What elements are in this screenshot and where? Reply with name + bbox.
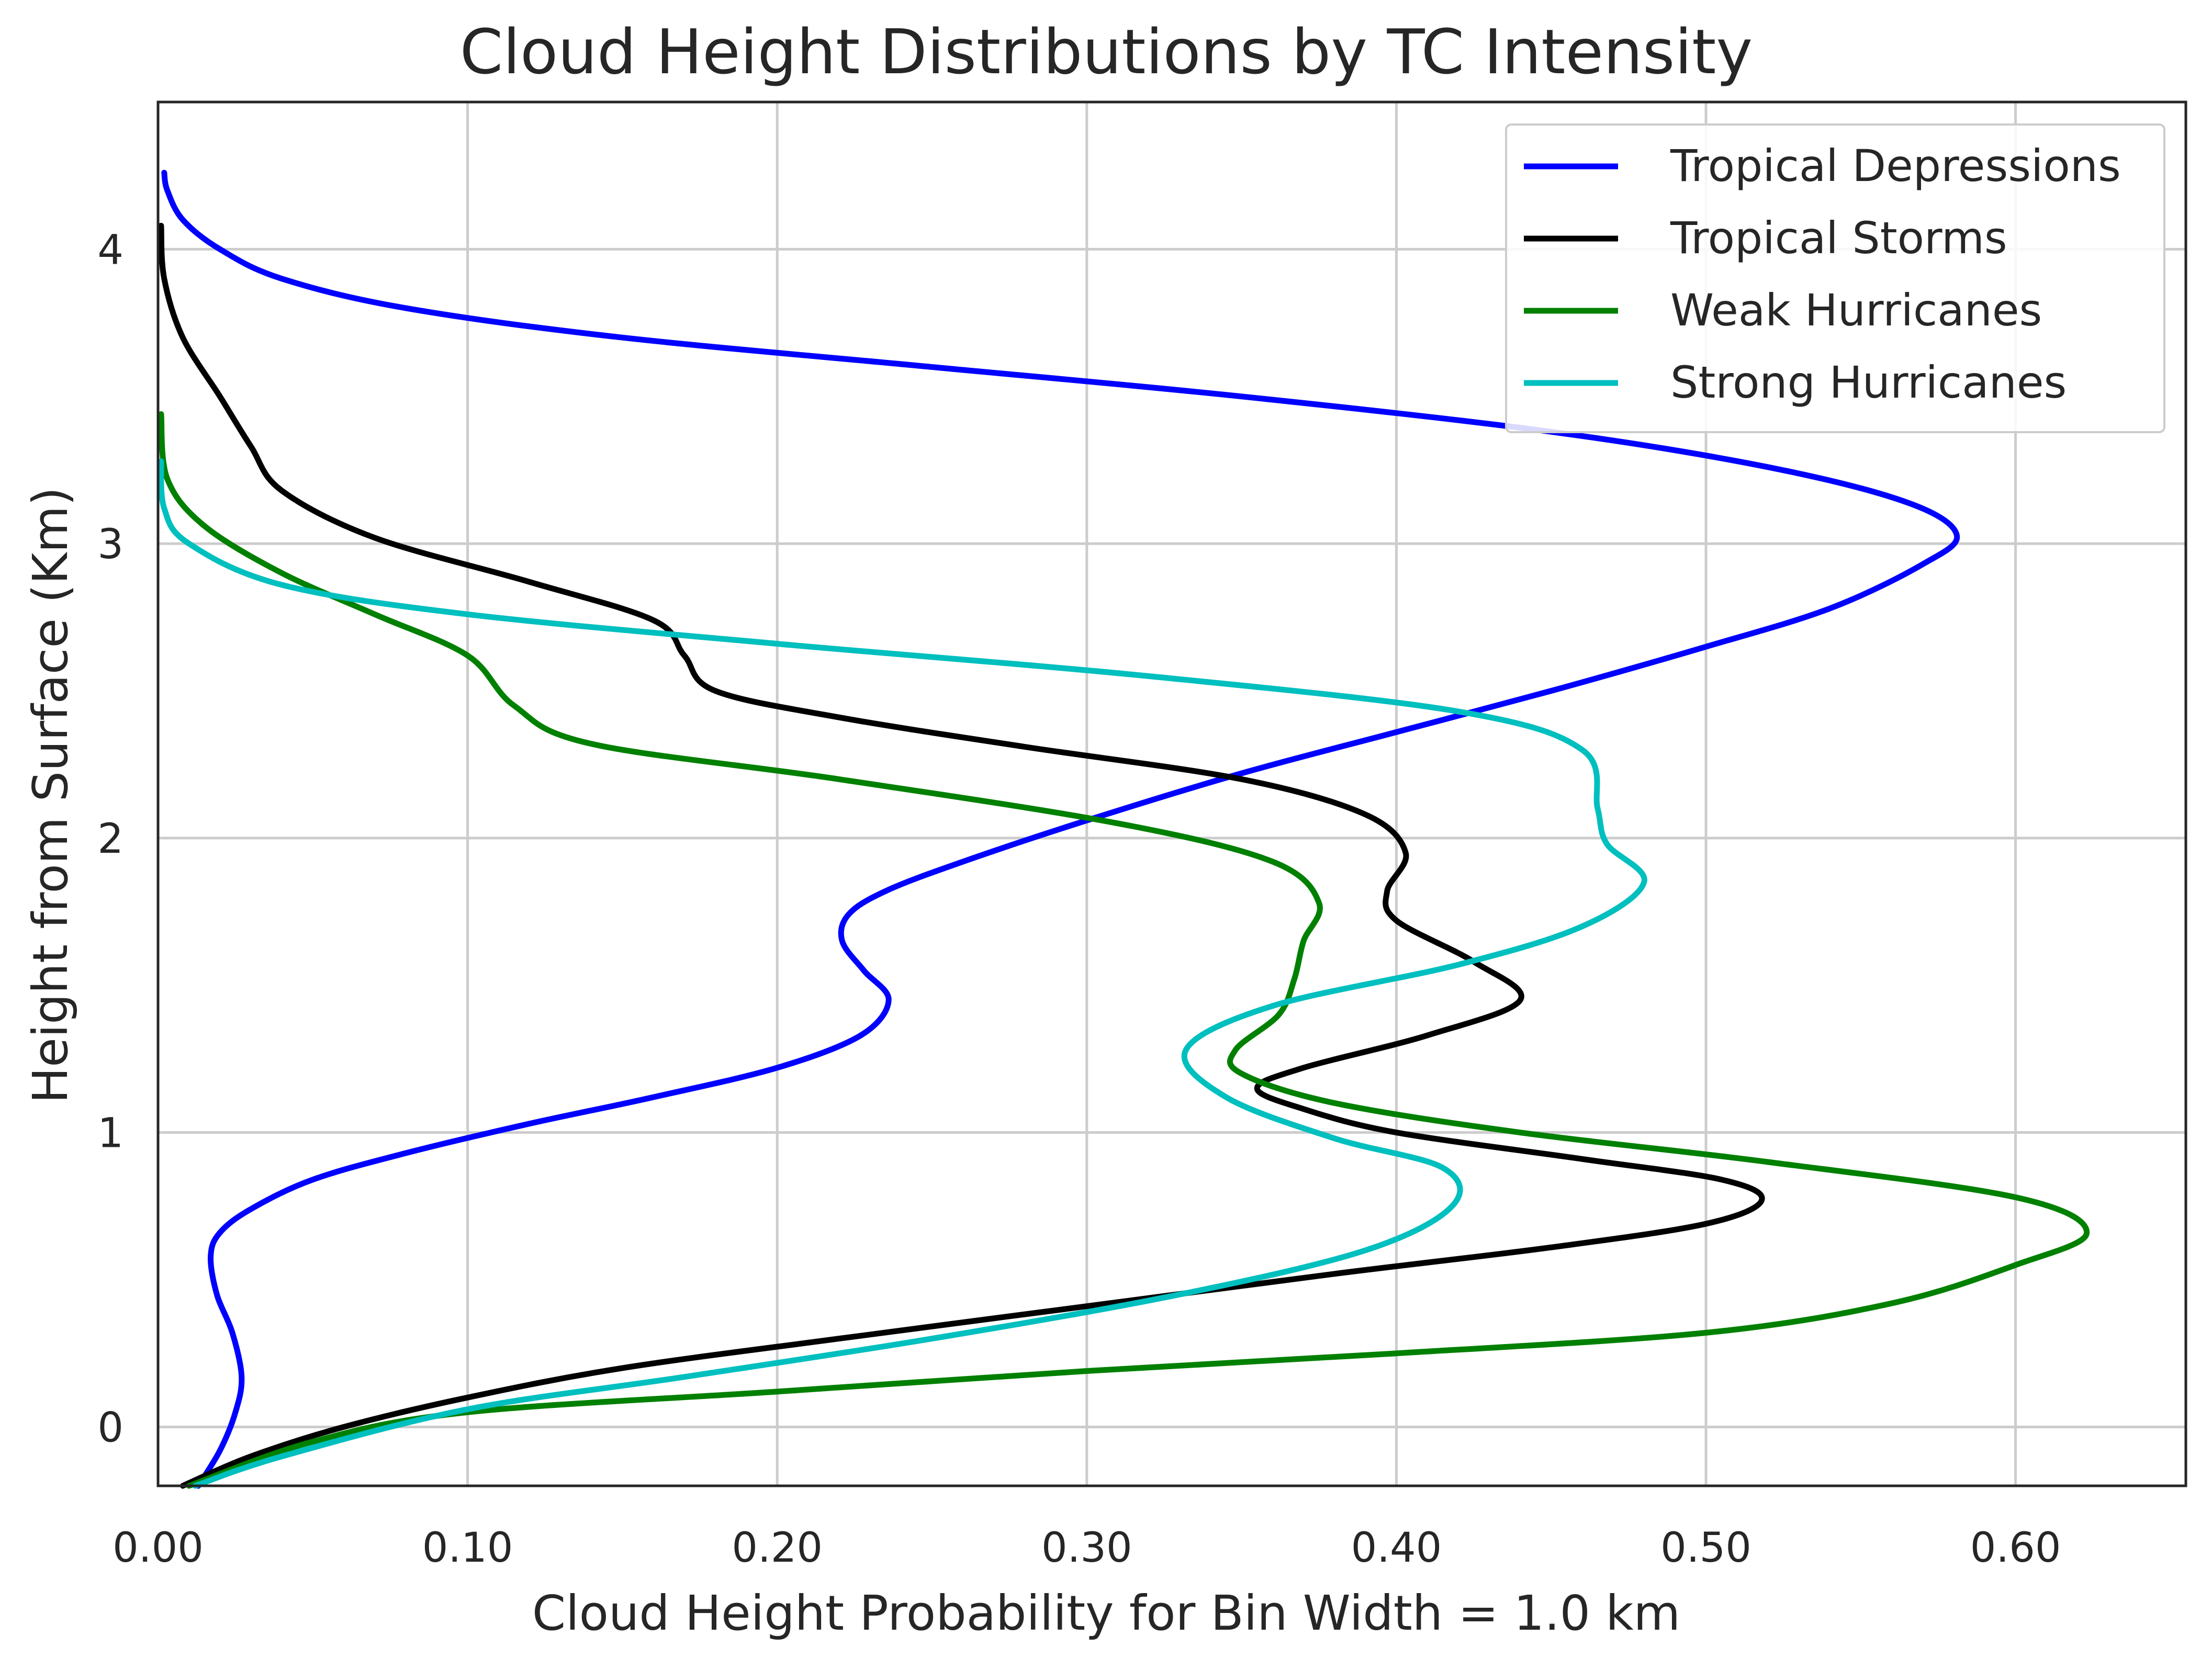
x-axis-label: Cloud Height Probability for Bin Width =… (532, 1585, 1680, 1641)
x-tick-label: 0.20 (732, 1525, 823, 1572)
x-tick-label: 0.30 (1041, 1525, 1132, 1572)
x-tick-label: 0.60 (1970, 1525, 2061, 1572)
legend-label-strong-hurricanes: Strong Hurricanes (1670, 357, 2067, 408)
plot-area-frame (156, 100, 2187, 1487)
series-line-tropical-depressions (161, 170, 1960, 1489)
x-tick-label: 0.40 (1351, 1525, 1442, 1572)
series-line-strong-hurricanes (158, 458, 1647, 1489)
legend: Tropical Depressions Tropical Storms Weak … (1505, 123, 2165, 433)
y-axis-label: Height from Surface (Km) (23, 487, 78, 1103)
series-lines (158, 170, 2090, 1489)
x-tick-label: 0.50 (1660, 1525, 1751, 1572)
y-tick-label: 3 (97, 521, 123, 568)
legend-label-weak-hurricanes: Weak Hurricanes (1670, 285, 2042, 336)
y-tick-label: 4 (97, 227, 123, 274)
y-tick-label: 1 (97, 1110, 123, 1157)
legend-box (1505, 123, 2165, 433)
series-line-tropical-storms (158, 222, 1765, 1489)
series-line-weak-hurricanes (158, 411, 2090, 1489)
chart-title: Cloud Height Distributions by TC Intensi… (460, 16, 1753, 88)
x-tick-label: 0.10 (422, 1525, 513, 1572)
tick-labels: 0.00 0.10 0.20 0.30 0.40 0.50 0.60 0 1 2 3 4 (97, 227, 2061, 1572)
legend-label-tropical-depressions: Tropical Depressions (1670, 140, 2121, 191)
y-tick-label: 0 (97, 1404, 123, 1451)
x-tick-label: 0.00 (113, 1525, 204, 1572)
legend-label-tropical-storms: Tropical Storms (1670, 212, 2007, 264)
y-tick-label: 2 (97, 816, 123, 863)
